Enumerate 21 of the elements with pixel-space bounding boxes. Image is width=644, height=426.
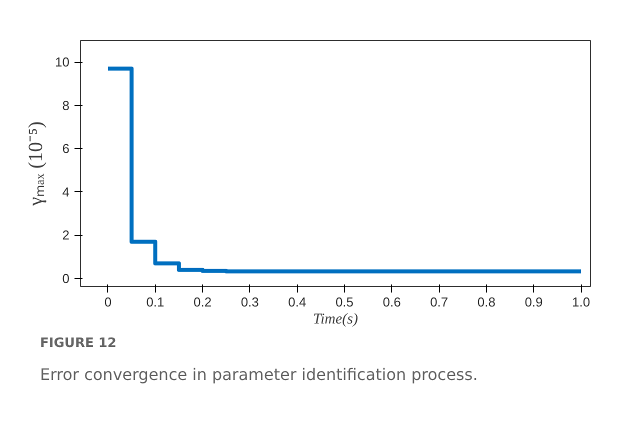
y-tick-label: 6 xyxy=(62,141,70,156)
y-tick-label: 10 xyxy=(55,54,70,70)
caption: FIGURE 12 xyxy=(40,335,116,353)
y-tick-label: 8 xyxy=(62,98,70,113)
x-tick-label: 0 xyxy=(104,294,112,310)
text: Error convergence in parameter identification process. xyxy=(40,364,478,386)
x-tick-label: 0.3 xyxy=(240,294,259,310)
x-tick-label: 0.4 xyxy=(288,294,306,310)
x-tick-label: 0.2 xyxy=(194,294,212,310)
x-tick-label: 0.1 xyxy=(146,294,164,310)
y-tick-label: 4 xyxy=(62,184,70,200)
x-tick-label: 0.5 xyxy=(335,294,354,310)
x-tick-label: 0.6 xyxy=(382,294,401,310)
x-axis-title: Time(s) xyxy=(313,312,358,328)
x-tick-label: 0.7 xyxy=(430,294,448,310)
y-axis-title: γₘₐₓ (10⁻⁵) xyxy=(25,121,48,207)
y-tick-label: 2 xyxy=(62,228,70,243)
x-tick-label: 0.9 xyxy=(524,294,543,310)
x-tick-label: 1.0 xyxy=(572,294,590,310)
x-tick-label: 0.8 xyxy=(477,294,496,310)
y-tick-label: 0 xyxy=(62,270,70,286)
